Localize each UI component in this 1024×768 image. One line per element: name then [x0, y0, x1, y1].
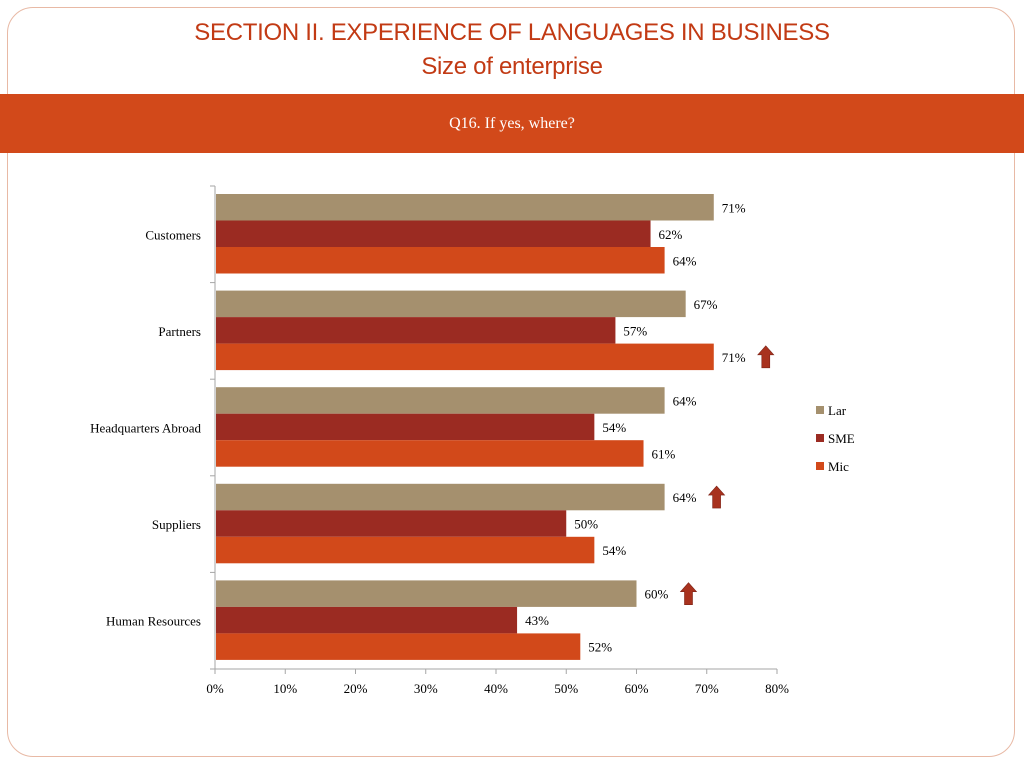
bar: [216, 317, 616, 344]
data-label: 64%: [673, 393, 697, 408]
data-label: 57%: [623, 323, 647, 338]
x-tick-label: 30%: [414, 681, 438, 696]
data-label: 43%: [525, 613, 549, 628]
x-tick-label: 80%: [765, 681, 789, 696]
data-label: 64%: [673, 490, 697, 505]
data-label: 50%: [574, 517, 598, 532]
category-label: Human Resources: [106, 614, 201, 629]
x-tick-label: 60%: [625, 681, 649, 696]
x-tick-label: 0%: [206, 681, 224, 696]
data-label: 60%: [645, 587, 669, 602]
bar: [216, 247, 665, 274]
bar: [216, 536, 595, 564]
question-label: Q16. If yes, where?: [449, 115, 575, 132]
bar: [216, 510, 567, 537]
legend-swatch: [816, 434, 824, 442]
data-label: 61%: [652, 446, 676, 461]
data-label: 52%: [588, 640, 612, 655]
bar: [216, 580, 637, 607]
data-label: 54%: [602, 543, 626, 558]
data-label: 67%: [694, 297, 718, 312]
category-label: Suppliers: [152, 517, 201, 532]
data-label: 71%: [722, 350, 746, 365]
bar: [216, 440, 644, 467]
data-label: 62%: [659, 227, 683, 242]
category-label: Partners: [158, 324, 201, 339]
legend-label: Lar: [828, 403, 847, 418]
x-tick-label: 20%: [344, 681, 368, 696]
bar: [216, 483, 665, 511]
legend-label: Mic: [828, 459, 849, 474]
x-tick-label: 70%: [695, 681, 719, 696]
x-tick-label: 10%: [273, 681, 297, 696]
bar: [216, 194, 714, 221]
legend-swatch: [816, 462, 824, 470]
bar: [216, 606, 518, 634]
legend-swatch: [816, 406, 824, 414]
data-label: 71%: [722, 200, 746, 215]
data-label: 54%: [602, 420, 626, 435]
up-arrow-icon: [679, 582, 698, 605]
bar: [216, 290, 686, 318]
category-label: Headquarters Abroad: [90, 421, 201, 436]
x-tick-label: 40%: [484, 681, 508, 696]
up-arrow-icon: [757, 345, 775, 369]
bar: [216, 633, 581, 660]
question-band: Q16. If yes, where?: [0, 94, 1024, 153]
slide-subtitle: Size of enterprise: [421, 53, 603, 80]
bar: [216, 220, 651, 247]
bar: [216, 343, 714, 371]
x-tick-label: 50%: [554, 681, 578, 696]
title-block: SECTION II. EXPERIENCE OF LANGUAGES IN B…: [0, 16, 1024, 84]
category-label: Customers: [145, 227, 201, 242]
bar: [216, 387, 665, 414]
slide-title: SECTION II. EXPERIENCE OF LANGUAGES IN B…: [194, 19, 830, 46]
legend-label: SME: [828, 431, 855, 446]
up-arrow-icon: [707, 485, 726, 509]
data-label: 64%: [673, 253, 697, 268]
bar: [216, 413, 595, 441]
